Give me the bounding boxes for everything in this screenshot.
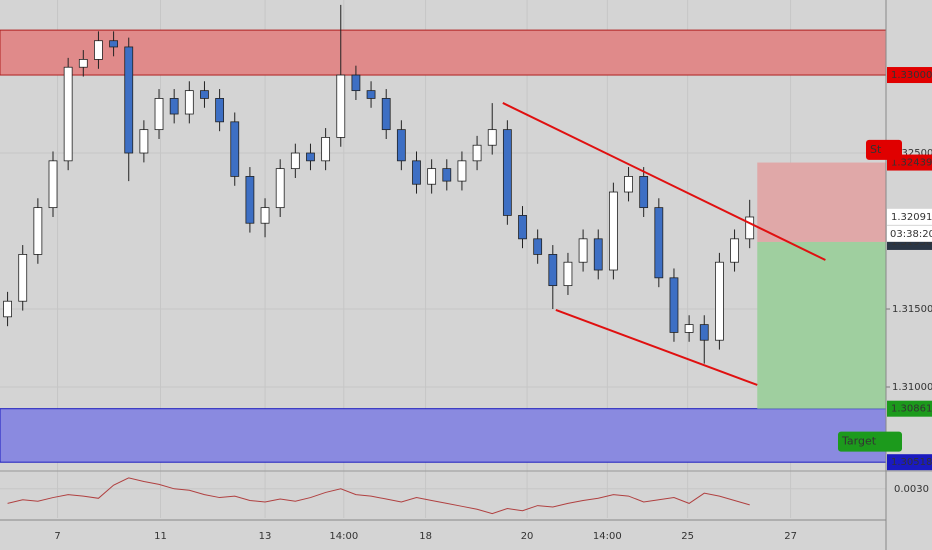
- price-label: 1.30518: [891, 457, 932, 468]
- x-tick-label: 14:00: [593, 531, 622, 542]
- candle-body: [715, 261, 724, 341]
- candle-body: [200, 90, 209, 99]
- candle-body: [230, 121, 240, 177]
- candle-body: [396, 129, 406, 162]
- candle-body: [381, 98, 391, 131]
- candle-body: [78, 59, 88, 68]
- y-tick-label: 0.0030: [894, 484, 929, 495]
- x-tick-label: 25: [681, 531, 694, 542]
- candle-body: [624, 176, 633, 193]
- price-label-box: [887, 400, 932, 417]
- x-tick-label: 13: [259, 531, 272, 542]
- candle-body: [639, 176, 649, 209]
- candle-body: [124, 46, 134, 154]
- price-label-box: [887, 67, 932, 84]
- candle-body: [154, 98, 164, 131]
- x-tick-label: 20: [521, 531, 534, 542]
- candle-body: [533, 238, 543, 255]
- price-label-box: [887, 208, 932, 225]
- x-tick-label: 7: [54, 531, 60, 542]
- candle-body: [33, 207, 43, 255]
- candle-body: [745, 216, 755, 240]
- price-label: 1.30861: [891, 404, 932, 415]
- candle-body: [412, 160, 421, 185]
- x-tick-label: 27: [784, 531, 797, 542]
- candle-body: [139, 129, 149, 154]
- candle-body: [563, 261, 573, 287]
- candle-body: [548, 254, 558, 287]
- candle-body: [3, 300, 12, 318]
- candle-body: [654, 207, 664, 279]
- candle-body: [94, 40, 103, 60]
- annotation: St: [870, 143, 882, 156]
- candle-body: [684, 324, 694, 333]
- candle-body: [578, 238, 588, 263]
- candle-body: [487, 129, 497, 146]
- candle-body: [699, 324, 709, 341]
- y-tick-label: 1.32500: [892, 148, 932, 159]
- stop-zone: [757, 162, 886, 242]
- price-label: 1.33000: [891, 70, 932, 81]
- candle-body: [730, 238, 739, 263]
- candle-body: [184, 90, 194, 115]
- price-label-box: [887, 454, 932, 471]
- candle-body: [63, 66, 73, 162]
- y-tick-label: 1.31000: [892, 382, 932, 393]
- candle-body: [215, 98, 225, 123]
- candle-body: [518, 215, 527, 240]
- countdown: 03:38:20: [890, 229, 932, 240]
- candle-body: [260, 207, 270, 224]
- candle-body: [427, 168, 437, 185]
- indicator-line: [7, 477, 750, 515]
- zone: [0, 29, 887, 76]
- candle-body: [245, 176, 255, 224]
- candle-body: [306, 152, 315, 162]
- candle-body: [608, 191, 618, 271]
- x-tick-label: 14:00: [329, 531, 358, 542]
- candle-body: [275, 168, 285, 209]
- candle-body: [169, 98, 179, 115]
- candle-body: [669, 277, 679, 333]
- candle-body: [472, 144, 482, 162]
- channel-line: [555, 309, 758, 386]
- candle-body: [351, 74, 361, 92]
- candle-body: [336, 74, 346, 138]
- candle-body: [366, 90, 376, 99]
- candle-body: [593, 238, 603, 271]
- annotation-box: [838, 431, 902, 452]
- zone: [0, 408, 887, 463]
- x-tick-label: 18: [419, 531, 432, 542]
- annotation: Target: [841, 435, 877, 448]
- annotation-box: [866, 139, 902, 160]
- price-label: 1.31930: [891, 237, 932, 248]
- price-label: 1.32091: [891, 212, 932, 223]
- candle-body: [48, 160, 58, 209]
- price-label: 1.32439: [891, 158, 932, 169]
- x-tick-label: 11: [154, 531, 167, 542]
- candle-body: [321, 137, 331, 162]
- y-tick-label: 1.31500: [892, 304, 932, 315]
- target-zone: [757, 241, 886, 409]
- countdown-box: [887, 225, 932, 242]
- candle-body: [18, 254, 28, 302]
- candle-body: [442, 168, 452, 182]
- candle-body: [290, 152, 300, 170]
- candle-body: [109, 40, 118, 48]
- candle-body: [502, 129, 512, 216]
- channel-line: [502, 102, 826, 261]
- candle-body: [457, 160, 467, 182]
